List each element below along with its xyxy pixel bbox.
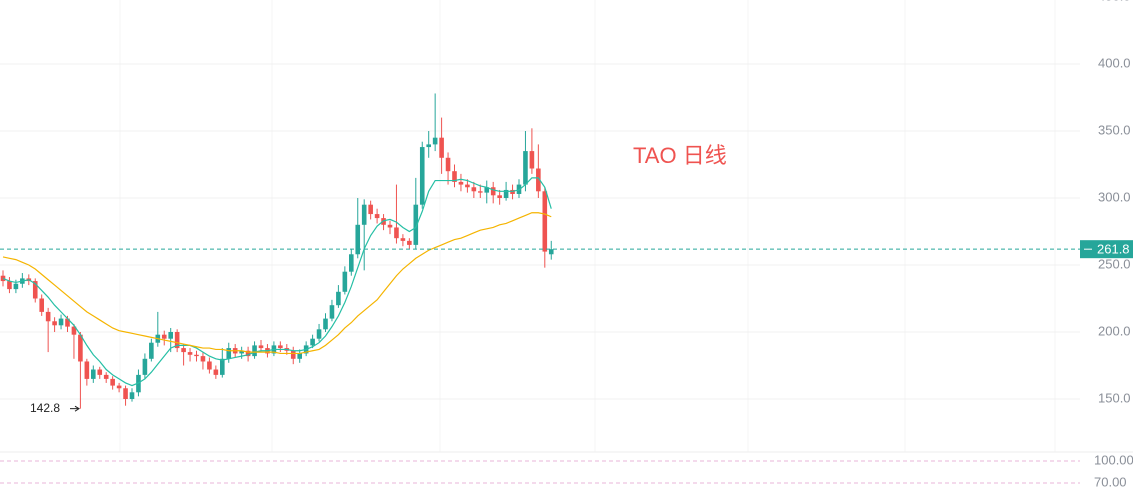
candle-body [84,361,90,379]
moving-average [2,177,552,387]
candle-body [529,151,535,169]
candle-body [200,356,206,362]
y-tick-label: 450.0 [1098,0,1131,3]
low-arrow-head [74,405,80,412]
candle-body [290,350,296,359]
candle-body [220,358,225,375]
candle-body [32,281,38,299]
candle-body [239,350,244,354]
candle-body [103,374,109,379]
candle-body [355,224,361,255]
y-tick-label: 150.0 [1098,390,1131,405]
candle-body [432,137,438,145]
candle-body [297,353,302,359]
candle-body [116,385,122,389]
candle-body [484,187,490,193]
candle-body [52,321,57,326]
candle-body [278,345,283,349]
candle-body [316,329,322,339]
candle-body [194,354,199,357]
candle-body [503,189,509,198]
candle-body [323,318,328,330]
candle-body [310,338,315,346]
candle-body [413,204,419,245]
candle-body [65,318,70,327]
candle-body [142,358,148,375]
candle-body [174,331,180,349]
candle-body [245,350,251,357]
moving-average [2,212,552,355]
candle-body [213,369,219,375]
vertical-grid [119,0,1056,452]
candle-body [536,168,541,192]
candle-body [226,348,232,359]
candle-body [78,334,83,362]
candle-body [342,271,348,292]
candle-body [523,151,528,185]
candle-body [329,305,335,319]
chart-annotation: TAO 日线 [633,143,727,168]
y-tick-label: 400.0 [1098,55,1131,70]
candle-body [258,345,264,349]
candle-body [394,227,399,239]
candle-body [368,204,373,215]
low-label: 142.8 [30,401,60,415]
candle-body [426,144,431,148]
candle-body [91,369,96,379]
candle-body [349,254,354,272]
candle-body [439,137,444,158]
candle-body [445,157,451,172]
candle-body [168,331,173,339]
candle-body [471,187,477,192]
candle-body [7,281,12,290]
candle-body [542,191,548,252]
candle-body [419,147,425,205]
candle-body [465,184,470,188]
candle-body [13,283,19,290]
candle-body [387,224,393,228]
candle-body [181,348,186,353]
candle-body [490,187,496,196]
candle-body [45,311,51,322]
candle-body [136,374,141,393]
candle-body [374,214,380,219]
y-tick-label: 350.0 [1098,122,1131,137]
candle-body [497,195,502,198]
candle-body [110,378,115,386]
price-badge-label: 261.8 [1097,242,1130,257]
candle-body [71,326,77,335]
y-tick-label: 200.0 [1098,323,1131,338]
candle-body [407,240,412,245]
candle-body [97,369,103,375]
candle-body [252,345,257,357]
candle-body [129,392,135,399]
indicator-tick-label: 70.00 [1094,474,1127,488]
candle-body [187,352,193,355]
candle-body [149,342,154,359]
candle-body [452,171,457,182]
candle-body [400,238,406,241]
candle-body [58,318,64,326]
candle-body [123,388,128,399]
y-tick-label: 250.0 [1098,256,1131,271]
candle-body [39,298,44,312]
candle-body [207,361,212,370]
candle-body [361,204,367,225]
price-badge [1080,240,1133,259]
candle-body [161,334,167,339]
candle-body [510,189,515,194]
candle-body [548,249,554,255]
y-tick-label: 300.0 [1098,189,1131,204]
candle-body [336,291,341,306]
indicator-tick-label: 100.00 [1094,452,1133,467]
candle-body [458,181,464,185]
candle-body [478,191,483,193]
